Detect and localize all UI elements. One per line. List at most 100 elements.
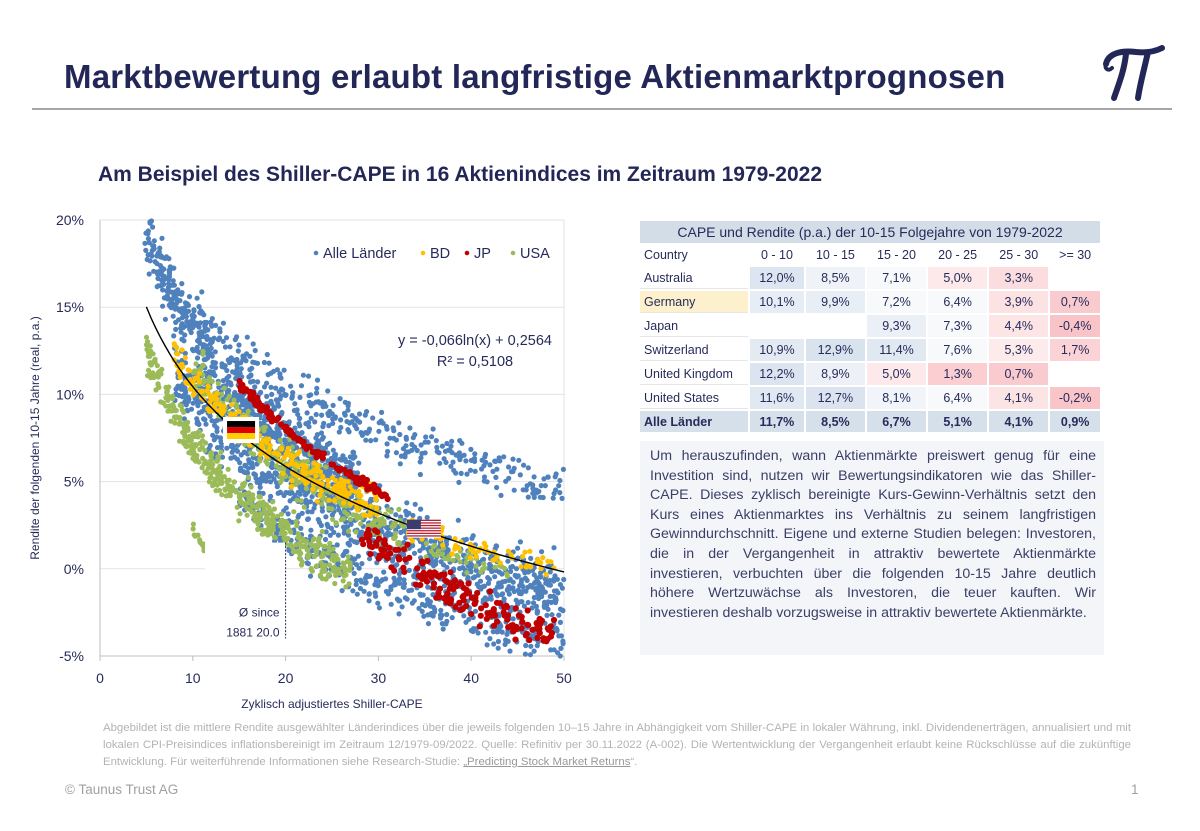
data-point	[319, 564, 326, 570]
data-point	[182, 305, 188, 311]
data-point	[194, 295, 200, 301]
data-point	[347, 473, 354, 480]
data-point	[500, 591, 506, 597]
data-point	[234, 334, 240, 340]
y-tick-label: 10%	[56, 386, 84, 402]
data-point	[208, 453, 214, 459]
data-point	[528, 582, 534, 588]
data-point	[193, 361, 199, 367]
data-point	[287, 527, 293, 533]
data-point	[179, 281, 185, 287]
data-point	[472, 574, 478, 580]
legend-label: JP	[474, 246, 491, 262]
data-point	[549, 612, 555, 618]
data-point	[244, 506, 250, 512]
data-point	[171, 341, 177, 347]
data-point	[328, 461, 335, 468]
data-point	[525, 465, 531, 471]
data-point	[295, 463, 301, 469]
value-cell: 5,0%	[928, 267, 988, 289]
data-point	[403, 508, 409, 514]
data-point	[368, 503, 374, 509]
data-point	[363, 579, 369, 586]
data-point	[146, 271, 152, 277]
data-point	[164, 295, 170, 301]
data-point	[378, 578, 384, 584]
page-title: Marktbewertung erlaubt langfristige Akti…	[64, 58, 1006, 95]
data-point	[219, 364, 225, 370]
data-point	[197, 340, 203, 346]
data-point	[307, 573, 314, 579]
data-point	[424, 514, 430, 521]
data-point	[166, 395, 173, 401]
data-point	[411, 573, 417, 579]
column-header: 15 - 20	[877, 248, 916, 262]
research-study-link[interactable]: „Predicting Stock Market Returns	[463, 756, 631, 768]
value-cell: 7,1%	[866, 267, 927, 289]
data-point	[358, 521, 364, 527]
data-point	[414, 565, 421, 572]
value-cell: 12,0%	[750, 267, 804, 289]
data-point	[545, 474, 551, 480]
footnote: Abgebildet ist die mittlere Rendite ausg…	[103, 720, 1131, 771]
data-point	[279, 522, 285, 528]
value-cell: 6,4%	[928, 291, 988, 313]
data-point	[293, 542, 299, 548]
data-point	[477, 578, 484, 584]
data-point	[250, 341, 256, 347]
data-point	[384, 441, 390, 447]
data-point	[311, 505, 317, 511]
data-point	[210, 359, 216, 365]
data-point	[254, 360, 261, 366]
data-point	[319, 528, 325, 535]
data-point	[439, 612, 445, 618]
data-point	[350, 449, 356, 455]
data-point	[205, 383, 211, 389]
data-point	[416, 605, 422, 611]
value-cell	[806, 315, 865, 337]
data-point	[304, 458, 310, 464]
data-point	[343, 584, 349, 590]
column-header: >= 30	[1059, 248, 1092, 262]
data-point	[159, 266, 165, 273]
data-point	[173, 326, 179, 332]
data-point	[516, 457, 522, 463]
data-point	[345, 403, 351, 409]
data-point	[384, 495, 391, 503]
data-point	[285, 449, 291, 455]
data-point	[501, 604, 508, 611]
data-point	[518, 579, 524, 586]
data-point	[297, 423, 303, 429]
data-point	[332, 554, 338, 560]
data-point	[334, 542, 340, 548]
data-point	[224, 375, 230, 381]
data-point	[147, 343, 153, 349]
data-point	[483, 629, 489, 635]
data-point	[530, 600, 537, 606]
data-point	[245, 474, 251, 480]
data-point	[484, 642, 490, 648]
data-point	[332, 580, 338, 587]
data-point	[385, 448, 391, 455]
data-point	[237, 387, 244, 394]
data-point	[325, 482, 331, 488]
data-point	[313, 411, 319, 418]
data-point	[290, 454, 296, 460]
data-point	[160, 255, 166, 261]
data-point	[556, 612, 562, 618]
data-point	[273, 432, 279, 438]
total-value-cell: 11,7%	[750, 411, 804, 432]
data-point	[296, 512, 302, 518]
data-point	[277, 489, 283, 495]
data-point	[307, 443, 314, 451]
data-point	[527, 652, 534, 658]
data-point	[200, 541, 206, 547]
data-point	[257, 458, 263, 464]
data-point	[386, 544, 393, 551]
data-point	[318, 487, 324, 494]
data-point	[202, 417, 208, 423]
data-point	[212, 349, 218, 355]
data-point	[461, 452, 467, 458]
data-point	[313, 390, 320, 396]
data-point	[487, 588, 494, 595]
